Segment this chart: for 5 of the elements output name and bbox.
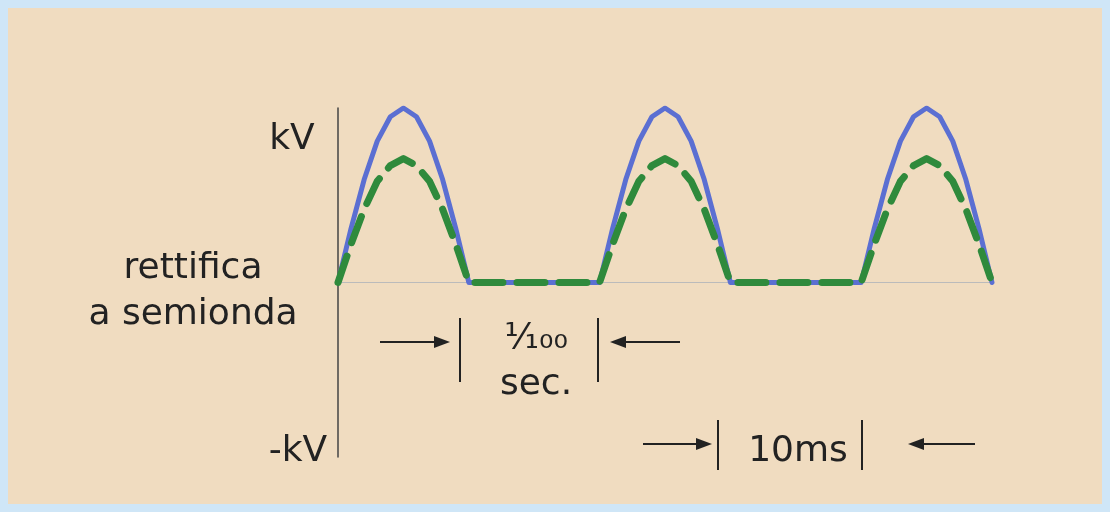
text: 10ms [748, 427, 848, 469]
text: kV [269, 115, 316, 157]
text: -kV [268, 427, 328, 469]
text: ¹⁄₁₀₀ sec. [499, 314, 573, 402]
text: rettifica a semionda [88, 244, 298, 332]
